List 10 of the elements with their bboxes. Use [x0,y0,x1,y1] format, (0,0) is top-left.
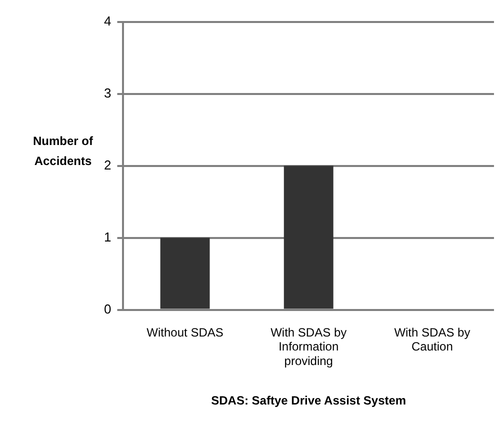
y-tick-label: 2 [104,157,112,172]
x-tick-label: Without SDAS [146,325,224,340]
y-tick-label: 1 [104,229,112,244]
x-axis-title: SDAS: Saftye Drive Assist System [211,393,406,408]
x-tick-label: With SDAS by Caution [394,325,470,354]
x-tick-label: With SDAS by Information providing [270,325,347,368]
y-tick-label: 3 [104,85,112,100]
y-tick-label: 0 [104,301,112,316]
y-tick-label: 4 [104,13,112,28]
y-axis-title: Number of Accidents [33,134,94,168]
